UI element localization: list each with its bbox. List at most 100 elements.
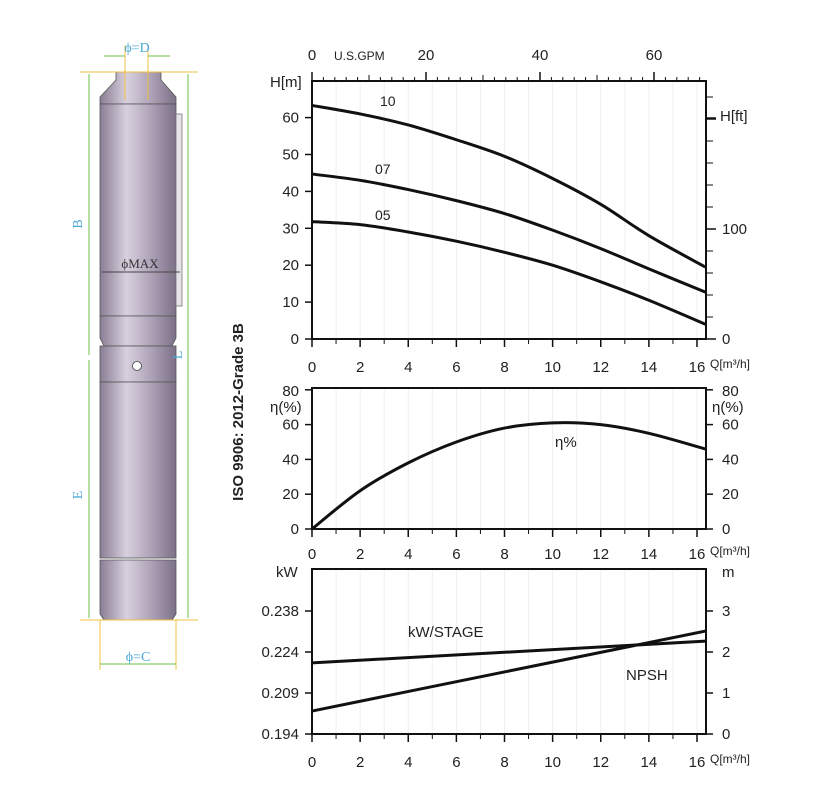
- dimension-lines: [80, 45, 198, 670]
- x-tick-label: 12: [592, 546, 609, 563]
- x-tick-label: 16: [689, 359, 706, 376]
- x-tick-label: 0: [308, 359, 316, 376]
- inlet-hole: [132, 361, 142, 371]
- y-axis-label: H[m]: [270, 74, 302, 91]
- x-tick-label: 10: [544, 546, 561, 563]
- x-tick-label: 4: [404, 546, 412, 563]
- x-tick-label: 14: [641, 754, 658, 771]
- dim-d-label: ϕ=D: [124, 41, 149, 56]
- dim-b-label: B: [71, 219, 86, 228]
- y-tick-label: 40: [282, 451, 299, 468]
- y-tick-label: 60: [282, 417, 299, 434]
- pump-upper-body: [99, 103, 177, 317]
- y-tick-label: 10: [282, 294, 299, 311]
- head-curve-07: [311, 172, 706, 294]
- y2-axis-label: m: [722, 564, 735, 581]
- x-tick-label: 14: [641, 359, 658, 376]
- x-tick-label: 2: [356, 754, 364, 771]
- dim-l-label: L: [171, 351, 186, 360]
- y-tick-label: 0.238: [261, 603, 299, 620]
- cable-guard: [175, 113, 183, 307]
- y2-tick-label: 0: [722, 331, 730, 348]
- y-tick-label: 40: [282, 183, 299, 200]
- y2-tick-label: 0: [722, 726, 730, 743]
- y2-tick-label: 1: [722, 685, 730, 702]
- x-tick-label: 6: [452, 546, 460, 563]
- plot-frame: [311, 80, 707, 340]
- y2-axis-label: H[ft]: [720, 108, 748, 125]
- npsh-label: NPSH: [626, 667, 668, 684]
- y2-tick-label: 100: [722, 221, 747, 238]
- curve-label: 10: [380, 93, 396, 109]
- y-axis-label: η(%): [270, 399, 302, 416]
- head-curve-10: [311, 103, 707, 269]
- x-tick-label: 6: [452, 359, 460, 376]
- x-tick-label: 16: [689, 754, 706, 771]
- y2-tick-label: 60: [722, 417, 739, 434]
- y-tick-label: 0.224: [261, 644, 299, 661]
- power-npsh-chart: kW m Q[m³/h] 0 2 4 6 8 10 12 14 160.1940.2090.22…: [261, 564, 750, 771]
- y2-tick-label: 80: [722, 383, 739, 400]
- head-curve-chart: H[m] H[ft] U.S.GPM Q[m³/h] 0 2 4 6 8 10 12 14 16…: [270, 47, 750, 376]
- x-tick-label: 8: [500, 359, 508, 376]
- curve-label: 07: [375, 161, 391, 177]
- x-tick-label: 4: [404, 359, 412, 376]
- curve-label: η%: [555, 434, 577, 451]
- y2-tick-label: 20: [722, 486, 739, 503]
- x-tick-label: 2: [356, 359, 364, 376]
- x-axis-label: Q[m³/h]: [710, 544, 750, 558]
- x2-tick-label: 20: [418, 47, 435, 64]
- x2-tick-label: 60: [646, 47, 663, 64]
- x-tick-label: 0: [308, 754, 316, 771]
- y-tick-label: 30: [282, 220, 299, 237]
- dim-c-label: ϕ=C: [126, 650, 151, 665]
- head-curve-05: [311, 220, 707, 326]
- x-tick-label: 4: [404, 754, 412, 771]
- pump-drawing: ϕ=D ϕ=C ϕMAX B E L: [71, 41, 198, 670]
- y-tick-label: 50: [282, 147, 299, 164]
- y-tick-label: 60: [282, 110, 299, 127]
- y-tick-label: 20: [282, 257, 299, 274]
- motor-base: [99, 559, 177, 621]
- x-tick-label: 8: [500, 754, 508, 771]
- y-tick-label: 0: [291, 521, 299, 538]
- dim-e-label: E: [71, 491, 86, 500]
- y-tick-label: 80: [282, 383, 299, 400]
- x-axis-label: Q[m³/h]: [710, 752, 750, 766]
- dim-max-label: ϕMAX: [121, 256, 159, 271]
- y2-tick-label: 3: [722, 603, 730, 620]
- y-axis-label: kW: [276, 564, 299, 581]
- curve-label: 05: [375, 207, 391, 223]
- x-tick-label: 0: [308, 546, 316, 563]
- x2-axis-label: U.S.GPM: [334, 49, 385, 63]
- x2-tick-label: 40: [532, 47, 549, 64]
- pump-discharge-head: [99, 71, 177, 105]
- x-tick-label: 16: [689, 546, 706, 563]
- standard-label: ISO 9906: 2012-Grade 3B: [230, 323, 247, 501]
- y2-tick-label: 0: [722, 521, 730, 538]
- y2-tick-label: 40: [722, 451, 739, 468]
- y-tick-label: 0: [291, 331, 299, 348]
- x-tick-label: 14: [641, 546, 658, 563]
- x-tick-label: 6: [452, 754, 460, 771]
- kw-stage-label: kW/STAGE: [408, 624, 484, 641]
- x-tick-label: 12: [592, 754, 609, 771]
- y2-tick-label: 2: [722, 644, 730, 661]
- npsh-line: [311, 629, 706, 713]
- y2-axis-label: η(%): [712, 399, 744, 416]
- efficiency-curve: [311, 421, 706, 531]
- x2-tick-label: 0: [308, 47, 316, 64]
- y-tick-label: 20: [282, 486, 299, 503]
- y-tick-label: 0.209: [261, 685, 299, 702]
- x-tick-label: 12: [592, 359, 609, 376]
- x-axis-label: Q[m³/h]: [710, 357, 750, 371]
- y-tick-label: 0.194: [261, 726, 299, 743]
- x-tick-label: 10: [544, 754, 561, 771]
- motor-body: [99, 381, 177, 559]
- pump-waist: [99, 315, 177, 347]
- x-tick-label: 10: [544, 359, 561, 376]
- x-tick-label: 2: [356, 546, 364, 563]
- plot-frame: [311, 387, 707, 530]
